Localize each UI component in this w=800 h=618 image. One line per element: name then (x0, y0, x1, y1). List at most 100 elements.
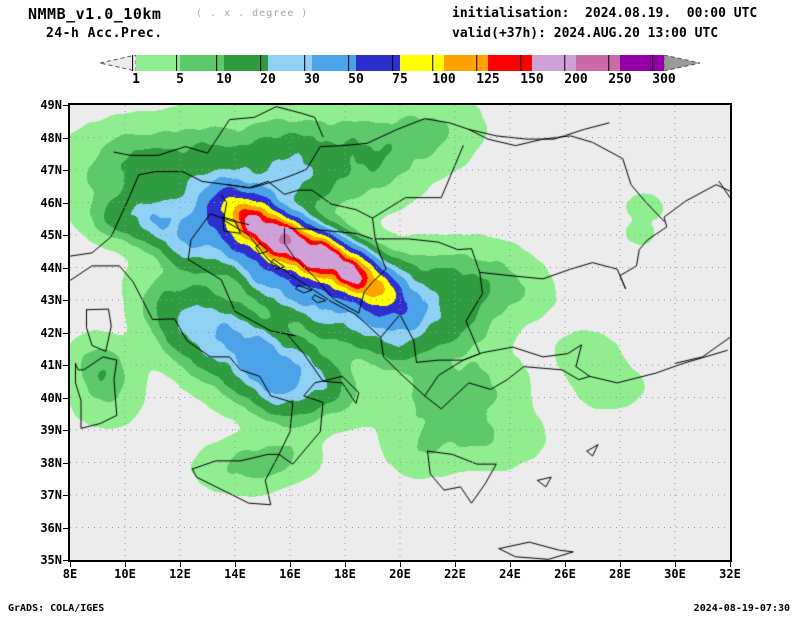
colorbar-over-arrow (664, 55, 700, 71)
colorbar-segment-100 (444, 55, 488, 71)
colorbar-tick-mark (216, 55, 218, 71)
latitude-label-42N: 42N (40, 325, 62, 340)
grads-credit: GrADS: COLA/IGES (8, 603, 105, 614)
colorbar-tick-10: 10 (216, 55, 232, 89)
precipitation-field (70, 105, 730, 560)
longitude-tick (400, 562, 401, 567)
colorbar-segment-30 (312, 55, 356, 71)
latitude-tick (63, 170, 68, 171)
latitude-label-41N: 41N (40, 358, 62, 372)
colorbar-tick-200: 200 (564, 55, 588, 89)
latitude-tick (63, 202, 68, 204)
latitude-label-36N: 36N (40, 520, 62, 535)
colorbar-tick-mark (652, 55, 654, 71)
colorbar-tick-mark (564, 55, 566, 71)
latitude-label-39N: 39N (40, 423, 62, 437)
colorbar-tick-mark (608, 55, 610, 71)
latitude-tick (63, 235, 68, 236)
latitude-tick (63, 495, 68, 496)
longitude-label-14E: 14E (224, 567, 246, 581)
longitude-tick (70, 562, 71, 567)
colorbar: 1 5 10 20 30 50 75 100 125 150 200 250 300 (100, 55, 700, 89)
longitude-tick (730, 562, 731, 567)
longitude-tick (290, 562, 291, 567)
colorbar-tick-30: 30 (304, 55, 320, 89)
longitude-label-10E: 10E (114, 567, 136, 581)
longitude-label-28E: 28E (609, 567, 631, 581)
longitude-label-32E: 32E (719, 567, 741, 581)
latitude-label-44N: 44N (40, 260, 62, 275)
colorbar-tick-mark (260, 55, 262, 71)
colorbar-segment-125 (488, 55, 532, 71)
latitude-tick (63, 365, 68, 366)
latitude-tick (63, 397, 68, 399)
longitude-label-20E: 20E (389, 567, 411, 581)
longitude-tick (235, 562, 236, 567)
longitude-label-22E: 22E (444, 567, 466, 581)
colorbar-segment-150 (532, 55, 576, 71)
longitude-label-16E: 16E (279, 567, 301, 581)
colorbar-strip (100, 55, 700, 71)
latitude-label-45N: 45N (40, 228, 62, 242)
latitude-label-49N: 49N (40, 98, 62, 112)
latitude-label-47N: 47N (40, 163, 62, 177)
longitude-tick (675, 562, 676, 567)
longitude-label-24E: 24E (499, 567, 521, 581)
longitude-tick (565, 562, 566, 567)
colorbar-tick-50: 50 (348, 55, 364, 89)
latitude-tick (63, 462, 68, 464)
longitude-label-8E: 8E (62, 567, 78, 581)
longitude-tick (455, 562, 456, 567)
render-timestamp: 2024-08-19-07:30 (693, 603, 790, 614)
latitude-tick (63, 560, 68, 561)
latitude-tick (63, 527, 68, 529)
latitude-label-40N: 40N (40, 390, 62, 405)
colorbar-segment-75 (400, 55, 444, 71)
latitude-tick (63, 137, 68, 139)
colorbar-tick-mark (476, 55, 478, 71)
latitude-label-48N: 48N (40, 130, 62, 145)
longitude-tick (125, 562, 126, 567)
latitude-tick (63, 267, 68, 269)
longitude-tick (345, 562, 346, 567)
latitude-label-37N: 37N (40, 488, 62, 502)
colorbar-segment-20 (268, 55, 312, 71)
colorbar-segment-10 (224, 55, 268, 71)
latitude-tick (63, 430, 68, 431)
colorbar-segment-50 (356, 55, 400, 71)
colorbar-under-arrow (100, 55, 136, 71)
colorbar-tick-100: 100 (432, 55, 456, 89)
longitude-tick (620, 562, 621, 567)
colorbar-tick-mark (348, 55, 350, 71)
valid-time: valid(+37h): 2024.AUG.20 13:00 UTC (452, 26, 719, 41)
latitude-label-38N: 38N (40, 455, 62, 470)
colorbar-tick-mark (432, 55, 434, 71)
colorbar-tick-mark (520, 55, 522, 71)
colorbar-tick-300: 300 (652, 55, 676, 89)
longitude-label-30E: 30E (664, 567, 686, 581)
latitude-label-43N: 43N (40, 293, 62, 307)
colorbar-tick-5: 5 (176, 55, 184, 89)
colorbar-tick-250: 250 (608, 55, 632, 89)
colorbar-tick-150: 150 (520, 55, 544, 89)
model-name: NMMB_v1.0_10km (28, 5, 162, 23)
field-name: 24-h Acc.Prec. (46, 26, 163, 41)
colorbar-segment-5 (180, 55, 224, 71)
map-plot-area (68, 103, 732, 562)
colorbar-tick-labels: 1 5 10 20 30 50 75 100 125 150 200 250 300 (100, 55, 700, 89)
colorbar-tick-mark (392, 55, 394, 71)
longitude-tick (510, 562, 511, 567)
colorbar-tick-20: 20 (260, 55, 276, 89)
colorbar-tick-75: 75 (392, 55, 408, 89)
latitude-tick (63, 105, 68, 106)
colorbar-segment-200 (576, 55, 620, 71)
longitude-label-18E: 18E (334, 567, 356, 581)
colorbar-tick-mark (176, 55, 178, 71)
colorbar-tick-mark (132, 55, 134, 71)
model-units: ( . x . degree ) (196, 8, 309, 19)
latitude-tick (63, 332, 68, 334)
latitude-tick (63, 300, 68, 301)
initialisation-time: initialisation: 2024.08.19. 00:00 UTC (452, 6, 758, 21)
colorbar-segment-1 (136, 55, 180, 71)
latitude-label-46N: 46N (40, 195, 62, 210)
